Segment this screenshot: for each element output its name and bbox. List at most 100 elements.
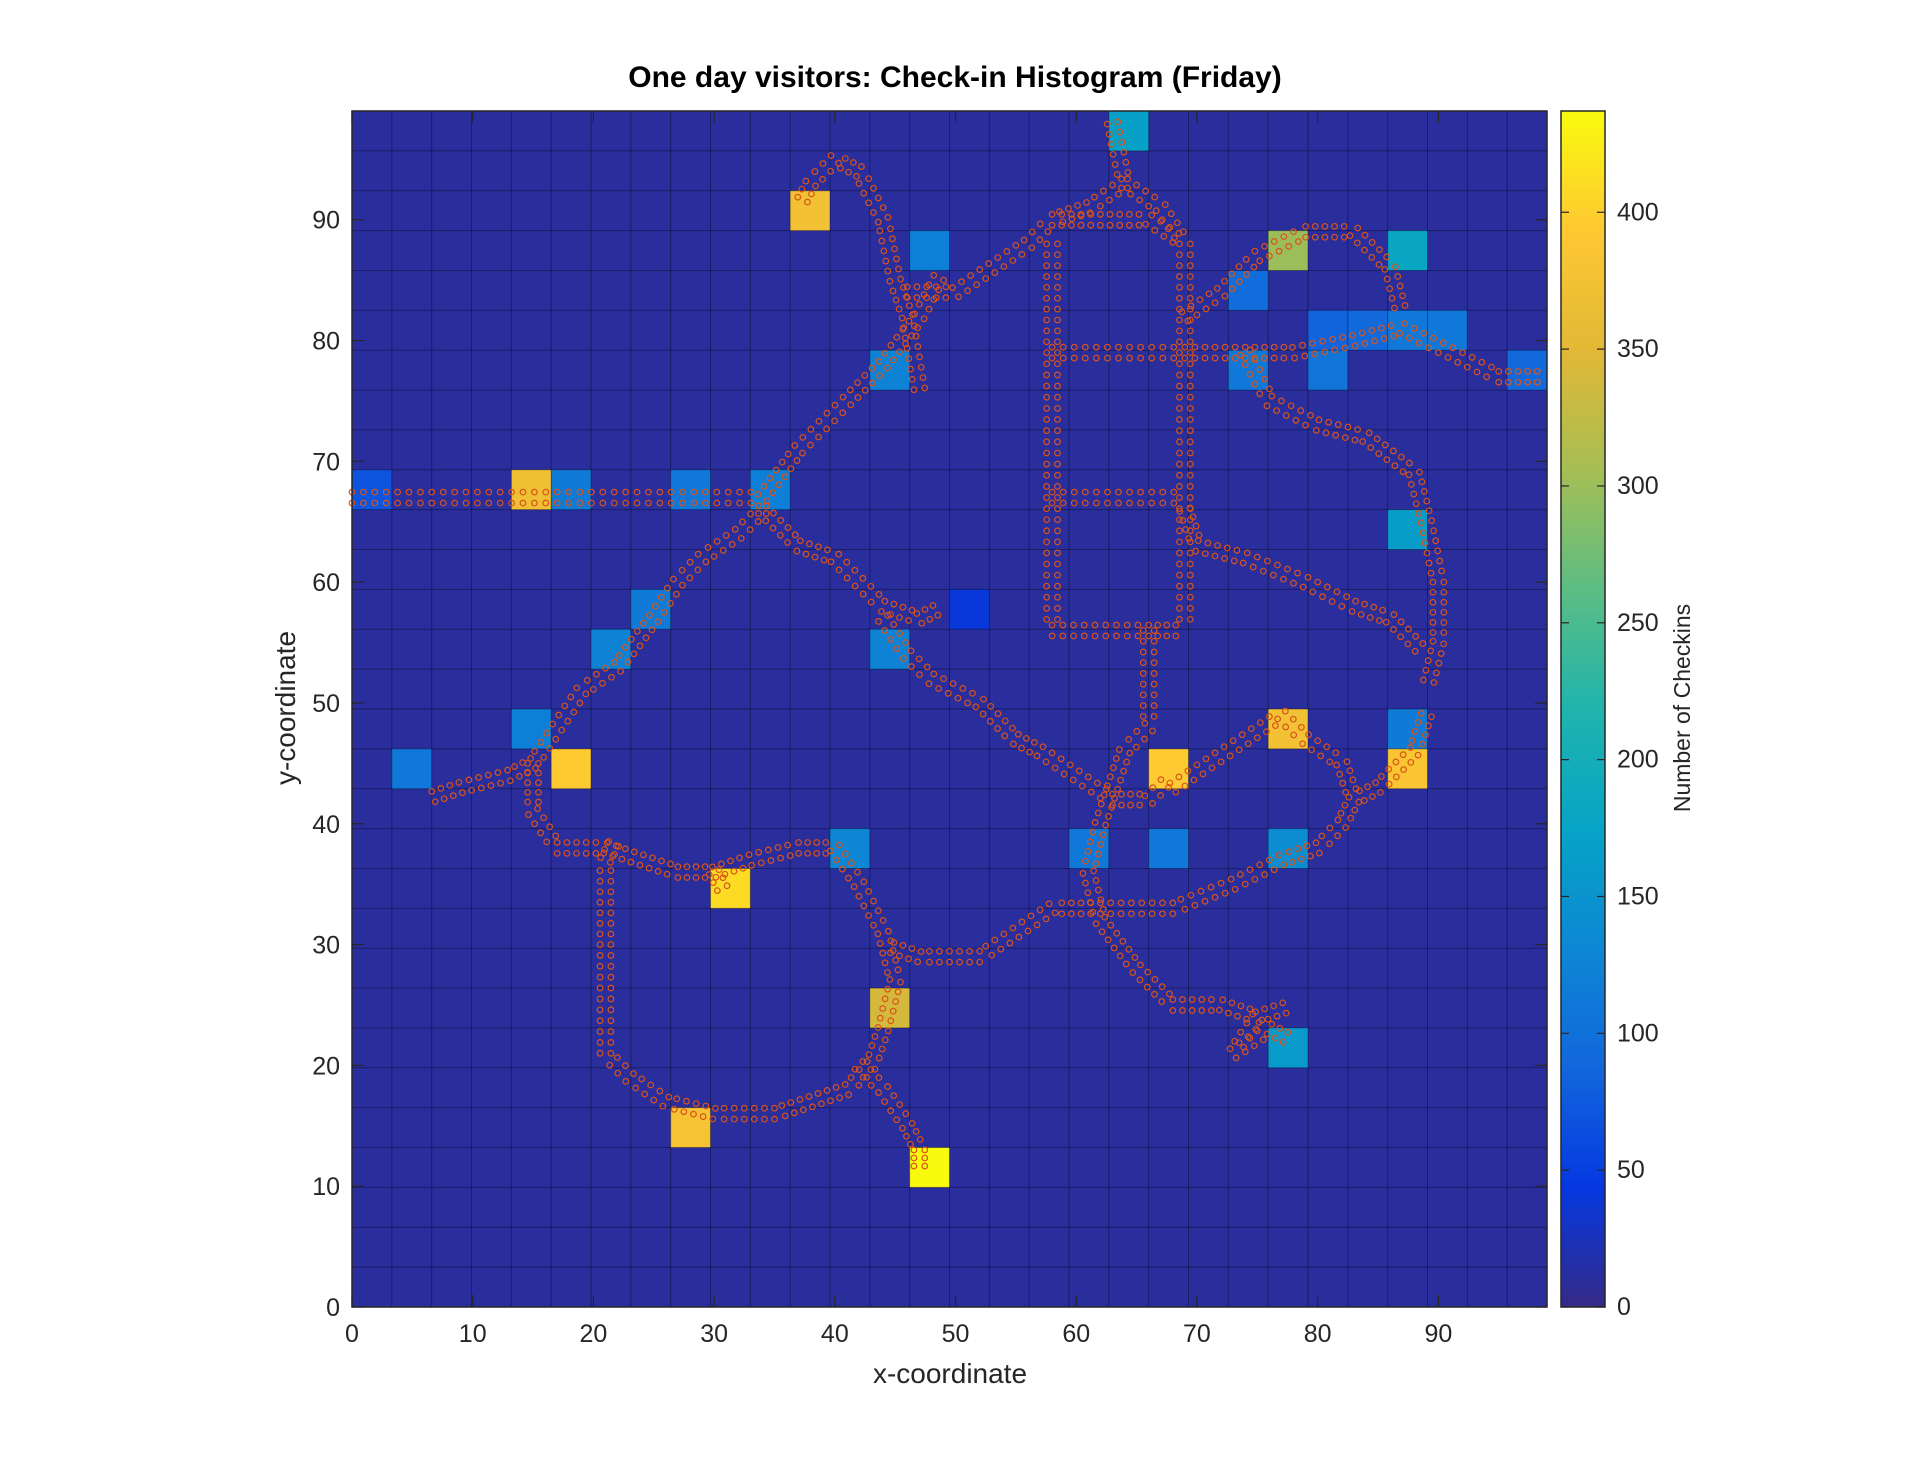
checkin-marker	[648, 626, 656, 634]
checkin-marker	[822, 839, 830, 846]
checkin-marker	[1043, 494, 1051, 501]
checkin-marker	[1197, 887, 1205, 895]
checkin-marker	[1133, 727, 1141, 735]
heatmap-cells	[352, 111, 1547, 1307]
checkin-marker	[908, 332, 915, 340]
checkin-marker	[527, 755, 535, 762]
checkin-marker	[1165, 783, 1173, 791]
checkin-marker	[1191, 901, 1199, 909]
checkin-marker	[1148, 211, 1156, 219]
checkin-marker	[535, 779, 542, 787]
checkin-marker	[875, 1054, 883, 1062]
y-tick-label: 0	[326, 1294, 340, 1322]
checkin-marker	[802, 177, 810, 185]
checkin-marker	[1106, 196, 1113, 204]
checkin-marker	[1176, 438, 1183, 446]
checkin-marker	[1024, 927, 1032, 935]
checkin-marker	[506, 777, 514, 785]
checkin-marker	[1192, 547, 1200, 555]
checkin-marker	[1186, 471, 1194, 479]
checkin-marker	[1059, 621, 1067, 629]
checkin-marker	[1282, 412, 1290, 419]
checkin-marker	[793, 547, 801, 555]
checkin-marker	[1285, 242, 1293, 250]
checkin-marker	[1151, 193, 1159, 201]
checkin-marker	[455, 778, 463, 786]
checkin-marker	[606, 1061, 614, 1069]
checkin-marker	[1236, 351, 1244, 359]
checkin-marker	[1524, 367, 1532, 375]
checkin-marker	[1390, 626, 1397, 633]
checkin-marker	[1266, 385, 1273, 393]
checkin-marker	[484, 771, 492, 779]
checkin-marker	[887, 341, 895, 349]
checkin-marker	[1031, 738, 1038, 746]
checkin-marker	[972, 703, 980, 711]
checkin-marker	[1289, 715, 1297, 723]
checkin-marker	[876, 940, 884, 947]
checkin-marker	[592, 849, 600, 857]
checkin-marker	[1148, 899, 1156, 907]
checkin-marker	[1022, 734, 1030, 742]
checkin-marker	[1042, 915, 1050, 923]
checkin-marker	[1043, 538, 1051, 546]
checkin-marker	[1261, 375, 1268, 383]
checkin-marker	[596, 1049, 604, 1057]
checkin-marker	[942, 294, 950, 302]
checkin-marker	[1159, 899, 1166, 907]
checkin-marker	[570, 708, 578, 716]
checkin-marker	[715, 866, 723, 874]
checkin-marker	[1009, 724, 1016, 732]
checkin-marker	[1086, 838, 1094, 846]
checkin-marker	[1340, 222, 1348, 230]
checkin-marker	[1438, 567, 1446, 575]
checkin-marker	[739, 864, 747, 872]
checkin-marker	[1375, 450, 1383, 458]
checkin-marker	[607, 1028, 615, 1035]
checkin-marker	[1412, 500, 1420, 508]
checkin-marker	[1256, 366, 1264, 373]
checkin-marker	[1054, 483, 1061, 490]
checkin-marker	[747, 488, 755, 496]
checkin-marker	[632, 1084, 640, 1092]
checkin-marker	[1208, 1007, 1215, 1014]
checkin-marker	[916, 353, 923, 361]
checkin-marker	[627, 635, 635, 643]
checkin-marker	[1375, 261, 1383, 269]
checkin-marker	[1228, 285, 1236, 293]
checkin-marker	[1068, 210, 1075, 218]
checkin-marker	[755, 510, 762, 517]
checkin-marker	[630, 650, 638, 658]
checkin-marker	[910, 1162, 918, 1170]
checkin-marker	[1115, 488, 1122, 496]
checkin-marker	[1297, 723, 1305, 731]
checkin-marker	[908, 375, 916, 383]
checkin-marker	[1054, 516, 1061, 524]
checkin-marker	[1015, 933, 1023, 941]
checkin-marker	[1043, 393, 1051, 401]
checkin-marker	[1131, 954, 1139, 961]
checkin-marker	[901, 334, 909, 342]
checkin-marker	[1232, 1054, 1240, 1062]
checkin-marker	[601, 846, 609, 853]
checkin-marker	[542, 488, 550, 496]
checkin-marker	[1354, 224, 1362, 232]
checkin-marker	[1150, 712, 1158, 720]
checkin-marker	[847, 401, 855, 409]
x-axis-label: x-coordinate	[873, 1358, 1027, 1389]
checkin-marker	[1139, 702, 1147, 710]
checkin-marker	[1294, 238, 1302, 245]
checkin-marker	[1138, 899, 1146, 907]
checkin-marker	[417, 488, 424, 496]
checkin-marker	[615, 652, 623, 659]
checkin-marker	[890, 600, 898, 608]
checkin-marker	[1334, 816, 1342, 824]
checkin-marker	[394, 499, 402, 507]
checkin-marker	[1387, 322, 1395, 329]
checkin-marker	[1250, 263, 1258, 271]
checkin-marker	[1246, 866, 1254, 874]
checkin-marker	[1068, 215, 1076, 223]
checkin-marker	[1419, 529, 1427, 537]
checkin-marker	[1414, 751, 1422, 759]
checkin-marker	[1227, 875, 1235, 883]
